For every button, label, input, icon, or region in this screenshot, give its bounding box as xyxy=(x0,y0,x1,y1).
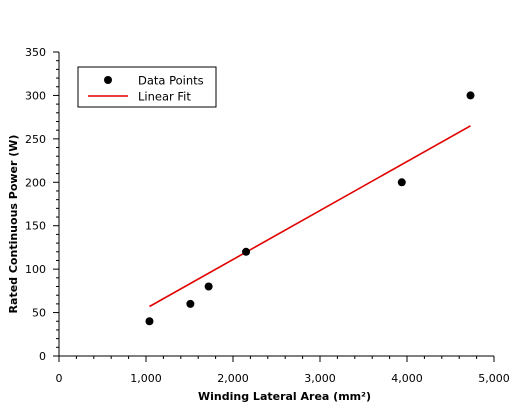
x-axis-ticks: 0 1,000 2,000 3,000 4,000 5,000 xyxy=(56,356,510,385)
y-axis-title: Rated Continuous Power (W) xyxy=(7,135,20,314)
legend-box xyxy=(77,66,217,108)
legend-label-data-points: Data Points xyxy=(138,74,204,88)
y-tick-label: 200 xyxy=(25,176,46,189)
y-tick-label: 250 xyxy=(25,133,46,146)
data-point xyxy=(186,299,195,308)
data-point xyxy=(145,317,154,326)
y-tick-label: 100 xyxy=(25,263,46,276)
legend-marker-data-points xyxy=(104,76,112,84)
axes xyxy=(58,52,494,357)
data-point xyxy=(204,282,213,291)
x-tick-label: 1,000 xyxy=(130,372,162,385)
x-tick-label: 5,000 xyxy=(478,372,510,385)
linear-fit-line xyxy=(149,125,471,308)
x-axis-title: Winding Lateral Area (mm²) xyxy=(198,390,371,403)
y-tick-label: 150 xyxy=(25,220,46,233)
y-axis-ticks: 0 50 100 150 200 250 300 350 xyxy=(25,46,59,363)
legend-label-linear-fit: Linear Fit xyxy=(138,90,191,104)
legend: Data Points Linear Fit xyxy=(77,66,217,108)
y-tick-label: 0 xyxy=(39,350,46,363)
x-tick-label: 3,000 xyxy=(304,372,336,385)
x-tick-label: 0 xyxy=(56,372,63,385)
x-tick-label: 4,000 xyxy=(391,372,423,385)
x-tick-label: 2,000 xyxy=(217,372,249,385)
y-tick-label: 350 xyxy=(25,46,46,59)
series-lines xyxy=(149,125,471,308)
y-tick-label: 50 xyxy=(32,307,46,320)
data-point xyxy=(466,91,475,100)
data-point xyxy=(242,247,251,256)
data-point xyxy=(397,178,406,187)
series-points xyxy=(145,91,475,326)
y-tick-label: 300 xyxy=(25,89,46,102)
